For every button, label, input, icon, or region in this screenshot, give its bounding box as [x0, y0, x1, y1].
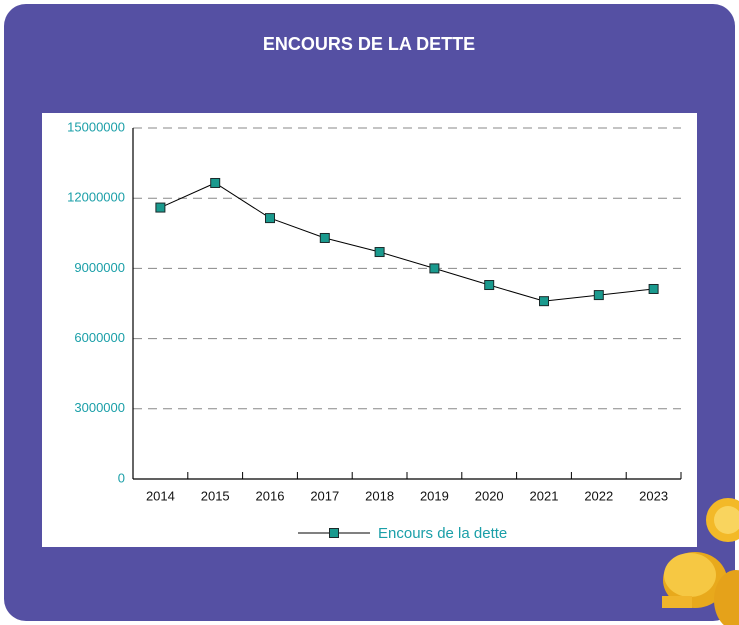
y-tick-label: 12000000 [67, 190, 125, 205]
data-point [485, 281, 494, 290]
x-tick-label: 2014 [146, 488, 175, 503]
y-tick-label: 9000000 [74, 260, 125, 275]
data-point [430, 264, 439, 273]
data-point [266, 214, 275, 223]
x-tick-label: 2020 [475, 488, 504, 503]
x-tick-label: 2018 [365, 488, 394, 503]
chart: ENCOURS DE LA DETTE 0 3000000 6000000 90000… [0, 0, 739, 625]
x-tick-label: 2015 [201, 488, 230, 503]
x-tick-label: 2021 [530, 488, 559, 503]
y-tick-label: 3000000 [74, 400, 125, 415]
x-tick-label: 2023 [639, 488, 668, 503]
legend-label: Encours de la dette [378, 525, 507, 542]
x-tick-label: 2017 [310, 488, 339, 503]
x-tick-label: 2022 [584, 488, 613, 503]
y-tick-label: 0 [118, 470, 125, 485]
data-point [540, 297, 549, 306]
data-point [594, 291, 603, 300]
data-point [649, 284, 658, 293]
data-point [156, 203, 165, 212]
y-tick-label: 15000000 [67, 119, 125, 134]
chart-panel [42, 113, 697, 547]
data-point [211, 178, 220, 187]
chart-title: ENCOURS DE LA DETTE [263, 34, 475, 54]
data-point [320, 233, 329, 242]
x-tick-label: 2019 [420, 488, 449, 503]
data-point [375, 248, 384, 257]
x-tick-label: 2016 [256, 488, 285, 503]
y-tick-label: 6000000 [74, 330, 125, 345]
legend-marker [330, 529, 339, 538]
